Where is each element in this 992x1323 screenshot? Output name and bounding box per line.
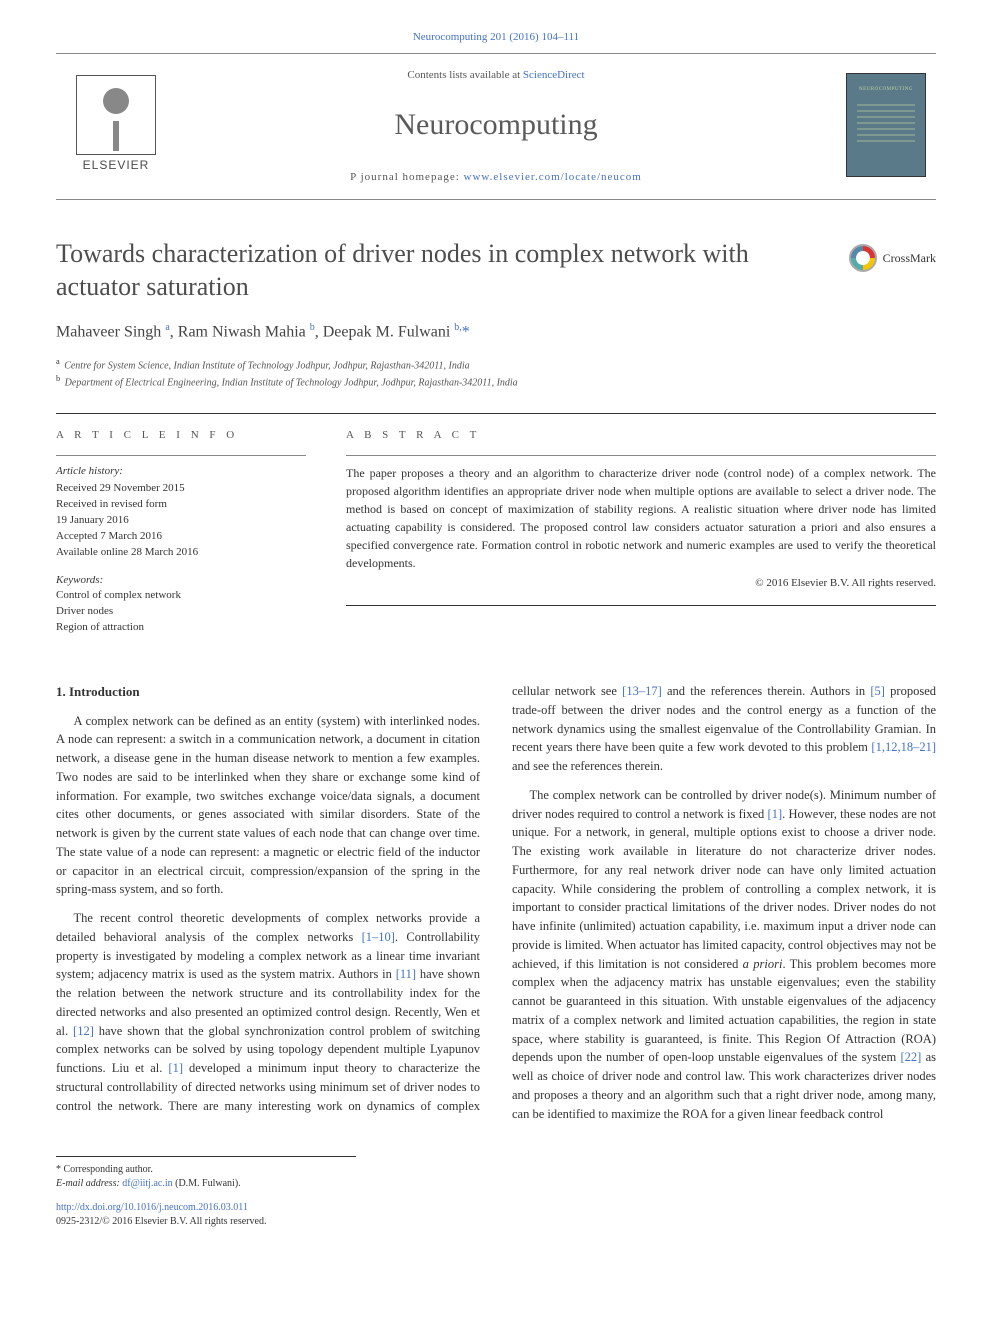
meta-row: A R T I C L E I N F O Article history: R… (56, 413, 936, 637)
citation-link[interactable]: [13–17] (622, 684, 662, 698)
abstract-block: A B S T R A C T The paper proposes a the… (346, 428, 936, 637)
citation-link[interactable]: [1] (768, 807, 783, 821)
journal-cover-thumbnail (846, 73, 926, 177)
italic-run: a priori (743, 957, 783, 971)
email-suffix: (D.M. Fulwani). (173, 1178, 241, 1189)
article-info-block: A R T I C L E I N F O Article history: R… (56, 428, 306, 637)
publisher-label: ELSEVIER (76, 157, 156, 174)
affil-marker: b (56, 374, 60, 383)
keyword: Driver nodes (56, 604, 306, 620)
affil-text: Centre for System Science, Indian Instit… (64, 360, 469, 371)
citation-link[interactable]: [5] (870, 684, 885, 698)
affiliation-a: a Centre for System Science, Indian Inst… (56, 356, 936, 373)
citation-link[interactable]: [1,12,18–21] (871, 740, 936, 754)
email-label: E-mail address: (56, 1178, 122, 1189)
paragraph: The complex network can be controlled by… (512, 786, 936, 1124)
article-info-heading: A R T I C L E I N F O (56, 428, 306, 443)
corresponding-author-footnote: * Corresponding author. E-mail address: … (56, 1156, 356, 1191)
elsevier-tree-icon (76, 75, 156, 155)
citation-link[interactable]: [1–10] (362, 930, 395, 944)
journal-header: ELSEVIER Contents lists available at Sci… (56, 54, 936, 199)
abstract-heading: A B S T R A C T (346, 428, 936, 443)
contents-prefix: Contents lists available at (407, 69, 522, 81)
affiliations: a Centre for System Science, Indian Inst… (56, 356, 936, 391)
contents-available-line: Contents lists available at ScienceDirec… (176, 68, 816, 83)
crossmark-icon (849, 244, 877, 272)
citation-link[interactable]: [1] (168, 1061, 183, 1075)
sciencedirect-link[interactable]: ScienceDirect (523, 69, 585, 81)
crossmark-widget[interactable]: CrossMark (849, 244, 936, 272)
history-line: Received 29 November 2015 (56, 481, 306, 497)
text-run: and the references therein. Authors in (662, 684, 871, 698)
corr-text: Corresponding author. (64, 1164, 153, 1175)
running-head-citation: Neurocomputing 201 (2016) 104–111 (56, 30, 936, 45)
keyword: Region of attraction (56, 620, 306, 636)
history-line: Received in revised form (56, 497, 306, 513)
doi-link[interactable]: http://dx.doi.org/10.1016/j.neucom.2016.… (56, 1202, 248, 1213)
body-two-column: 1. Introduction A complex network can be… (56, 682, 936, 1124)
article-title: Towards characterization of driver nodes… (56, 238, 816, 303)
history-line: 19 January 2016 (56, 513, 306, 529)
history-line: Accepted 7 March 2016 (56, 529, 306, 545)
journal-homepage-line: P journal homepage: www.elsevier.com/loc… (176, 170, 816, 185)
citation-link[interactable]: [11] (396, 967, 416, 981)
history-heading: Article history: (56, 464, 306, 479)
text-run: . This problem becomes more complex when… (512, 957, 936, 1065)
history-line: Available online 28 March 2016 (56, 545, 306, 561)
journal-header-center: Contents lists available at ScienceDirec… (156, 64, 836, 185)
text-run: and see the references therein. (512, 759, 663, 773)
citation-link[interactable]: [22] (901, 1050, 922, 1064)
issn-copyright-line: 0925-2312/© 2016 Elsevier B.V. All right… (56, 1215, 936, 1229)
header-rule-bottom (56, 199, 936, 200)
corr-marker: * (56, 1164, 61, 1175)
abstract-bottom-rule (346, 605, 936, 606)
history-lines: Received 29 November 2015 Received in re… (56, 481, 306, 561)
author-list: Mahaveer Singh a, Ram Niwash Mahia b, De… (56, 321, 936, 344)
affil-marker: a (56, 357, 60, 366)
corr-email-link[interactable]: df@iitj.ac.in (122, 1178, 172, 1189)
affiliation-b: b Department of Electrical Engineering, … (56, 373, 936, 390)
journal-homepage-link[interactable]: www.elsevier.com/locate/neucom (464, 171, 642, 183)
section-heading-intro: 1. Introduction (56, 682, 480, 702)
homepage-prefix: journal homepage: (361, 171, 464, 183)
abstract-rule (346, 455, 936, 456)
abstract-copyright: © 2016 Elsevier B.V. All rights reserved… (346, 576, 936, 591)
text-run: . However, these nodes are not unique. F… (512, 807, 936, 971)
affil-text: Department of Electrical Engineering, In… (65, 378, 518, 389)
keywords-lines: Control of complex network Driver nodes … (56, 588, 306, 636)
journal-name: Neurocomputing (176, 104, 816, 146)
paragraph: A complex network can be defined as an e… (56, 712, 480, 900)
page-root: Neurocomputing 201 (2016) 104–111 ELSEVI… (0, 0, 992, 1269)
citation-link[interactable]: [12] (73, 1024, 94, 1038)
keywords-heading: Keywords: (56, 573, 306, 588)
crossmark-label: CrossMark (883, 250, 936, 267)
abstract-text: The paper proposes a theory and an algor… (346, 464, 936, 572)
title-row: Towards characterization of driver nodes… (56, 238, 936, 303)
doi-block: http://dx.doi.org/10.1016/j.neucom.2016.… (56, 1201, 936, 1229)
keyword: Control of complex network (56, 588, 306, 604)
cover-thumb-wrap (836, 64, 936, 185)
article-info-rule (56, 455, 306, 456)
publisher-block: ELSEVIER (56, 64, 156, 185)
